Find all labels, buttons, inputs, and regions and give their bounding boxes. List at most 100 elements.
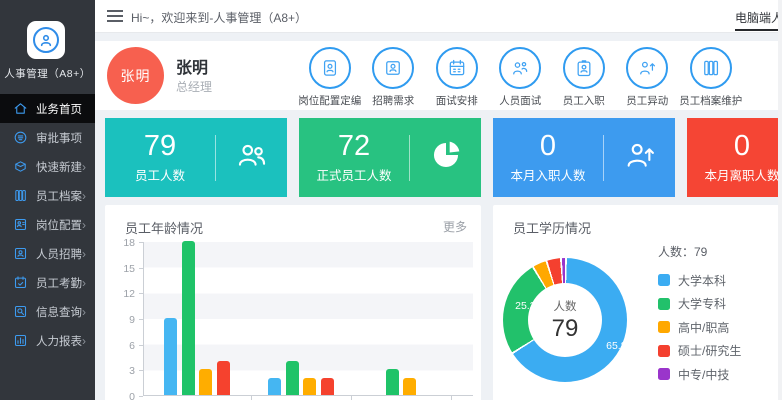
card-divider bbox=[409, 134, 410, 181]
x-axis-tick bbox=[251, 396, 252, 400]
quick-action-person-move[interactable]: 员工异动 bbox=[616, 47, 680, 108]
pie-icon bbox=[429, 138, 463, 177]
cube-icon bbox=[13, 159, 28, 174]
sidebar-item-post-config[interactable]: 岗位配置 › bbox=[0, 210, 95, 239]
card-divider bbox=[215, 134, 216, 181]
quick-action-badge[interactable]: 员工入职 bbox=[552, 47, 616, 108]
people-icon bbox=[235, 138, 269, 177]
archive-icon bbox=[13, 188, 28, 203]
donut-center: 人数 79 bbox=[528, 283, 602, 357]
sidebar-item-approval[interactable]: 审批事项 bbox=[0, 123, 95, 152]
quick-action-label: 员工档案维护 bbox=[679, 95, 743, 107]
app-logo bbox=[27, 21, 65, 59]
y-axis-label: 0 bbox=[129, 391, 135, 400]
bar-blue-g2 bbox=[268, 377, 282, 395]
hamburger-menu-icon[interactable] bbox=[107, 10, 123, 25]
stat-label: 正式员工人数 bbox=[316, 169, 392, 184]
tab-pc-hr[interactable]: 电脑端人事管理 bbox=[735, 9, 782, 31]
sidebar-item-home[interactable]: 业务首页 bbox=[0, 94, 95, 123]
legend-header: 人数：79 bbox=[658, 245, 708, 259]
bar-green-g2 bbox=[285, 360, 299, 395]
legend-item-1[interactable]: 大学本科 bbox=[658, 272, 741, 288]
cabinet-icon bbox=[689, 47, 732, 89]
report-icon bbox=[13, 333, 28, 348]
sidebar-item-report[interactable]: 人力报表 › bbox=[0, 326, 95, 355]
legend-item-3[interactable]: 高中/职高 bbox=[658, 319, 741, 335]
attendance-icon bbox=[13, 275, 28, 290]
bar-red-g1 bbox=[216, 360, 230, 395]
legend-item-2[interactable]: 大学专科 bbox=[658, 296, 741, 312]
sidebar-item-search[interactable]: 信息查询 › bbox=[0, 297, 95, 326]
education-legend: 人数：79 大学本科大学专科高中/职高硕士/研究生 中专/中技 bbox=[658, 243, 741, 390]
sidebar-item-label: 人力报表 bbox=[36, 335, 82, 348]
x-axis-tick bbox=[351, 396, 352, 400]
employee-age-panel: 员工年龄情况 更多 18 15 12 9 6 3 0 bbox=[105, 205, 481, 400]
app-name: 人事管理（A8+） bbox=[4, 68, 91, 80]
stat-card-2[interactable]: 72 正式员工人数 bbox=[299, 118, 481, 197]
stat-card-4[interactable]: 0 本月离职人数 bbox=[687, 118, 782, 197]
legend-label: 中专/中技 bbox=[678, 367, 730, 382]
stat-card-3[interactable]: 0 本月入职人数 bbox=[493, 118, 675, 197]
age-panel-more-link[interactable]: 更多 bbox=[442, 220, 467, 234]
quick-actions-row: 岗位配置定编 招聘需求 面试安排 人员面试 员工入职 员工异动 员工档案维护 bbox=[298, 47, 743, 108]
interview-icon bbox=[499, 47, 542, 89]
donut-center-label: 人数 bbox=[553, 300, 577, 313]
chevron-right-icon: › bbox=[82, 188, 86, 203]
quick-action-cabinet[interactable]: 员工档案维护 bbox=[679, 47, 743, 108]
sidebar-item-archive[interactable]: 员工档案 › bbox=[0, 181, 95, 210]
y-axis-tick bbox=[139, 396, 143, 397]
chevron-right-icon: › bbox=[82, 304, 86, 319]
profile-strip: 张明 张明 总经理 岗位配置定编 招聘需求 面试安排 人员面试 员工入职 员工异动 员工档案… bbox=[95, 41, 782, 110]
chevron-right-icon: › bbox=[82, 246, 86, 261]
quick-action-label: 招聘需求 bbox=[372, 95, 415, 107]
quick-action-interview[interactable]: 人员面试 bbox=[489, 47, 553, 108]
sidebar: 人事管理（A8+） 业务首页 审批事项 快速新建 › 员工档案 › 岗位配置 › 人员招聘 › 员工… bbox=[0, 0, 95, 400]
quick-action-person-frame[interactable]: 招聘需求 bbox=[362, 47, 426, 108]
quick-action-idcard[interactable]: 岗位配置定编 bbox=[298, 47, 362, 108]
x-axis-tick bbox=[451, 396, 452, 400]
sidebar-item-label: 快速新建 bbox=[36, 161, 82, 174]
person-move-icon bbox=[626, 47, 669, 89]
home-icon bbox=[13, 101, 28, 116]
stat-card-1[interactable]: 79 员工人数 bbox=[105, 118, 287, 197]
sidebar-item-label: 业务首页 bbox=[36, 103, 82, 116]
y-axis-label: 12 bbox=[123, 288, 135, 301]
chevron-right-icon: › bbox=[82, 217, 86, 232]
calendar-icon bbox=[435, 47, 478, 89]
sidebar-item-label: 岗位配置 bbox=[36, 219, 82, 232]
employee-education-panel: 员工学历情况 人数 79 65.8% 25.3% 人数：79 大学本科 大学专科高… bbox=[493, 205, 782, 400]
quick-action-label: 员工异动 bbox=[626, 95, 669, 107]
legend-label: 大学本科 bbox=[678, 273, 727, 288]
y-axis-label: 3 bbox=[129, 365, 135, 378]
bar-orange-g3 bbox=[403, 377, 417, 395]
profile-role: 总经理 bbox=[176, 80, 213, 94]
person-frame-icon bbox=[372, 47, 415, 89]
legend-label: 硕士/研究生 bbox=[678, 344, 742, 358]
legend-item-5[interactable]: 中专/中技 bbox=[658, 366, 741, 382]
chevron-right-icon: › bbox=[82, 159, 86, 174]
idcard-icon bbox=[308, 47, 351, 89]
sidebar-item-label: 员工档案 bbox=[36, 190, 82, 203]
bar-red-g2 bbox=[320, 377, 334, 395]
legend-item-4[interactable]: 硕士/研究生 bbox=[658, 343, 741, 359]
y-axis-tick bbox=[139, 344, 143, 346]
welcome-text: Hi~，欢迎来到-人事管理（A8+） bbox=[131, 11, 308, 25]
approval-icon bbox=[13, 130, 28, 145]
person-logo-icon bbox=[33, 27, 59, 53]
education-donut-chart: 人数 79 bbox=[503, 258, 627, 382]
legend-swatch bbox=[658, 321, 670, 333]
sidebar-item-label: 人员招聘 bbox=[36, 248, 82, 261]
sidebar-item-cube[interactable]: 快速新建 › bbox=[0, 152, 95, 181]
bar-orange-g2 bbox=[303, 377, 317, 395]
recruit-icon bbox=[13, 246, 28, 261]
quick-action-calendar[interactable]: 面试安排 bbox=[425, 47, 489, 108]
sidebar-item-recruit[interactable]: 人员招聘 › bbox=[0, 239, 95, 268]
sidebar-item-attendance[interactable]: 员工考勤 › bbox=[0, 268, 95, 297]
legend-swatch bbox=[658, 368, 670, 380]
legend-swatch bbox=[658, 274, 670, 286]
bar-orange-g1 bbox=[199, 369, 213, 395]
donut-center-value: 79 bbox=[551, 314, 579, 342]
sidebar-item-label: 审批事项 bbox=[36, 132, 82, 145]
scrollbar-gutter[interactable] bbox=[778, 0, 782, 400]
y-axis-tick bbox=[139, 242, 143, 243]
